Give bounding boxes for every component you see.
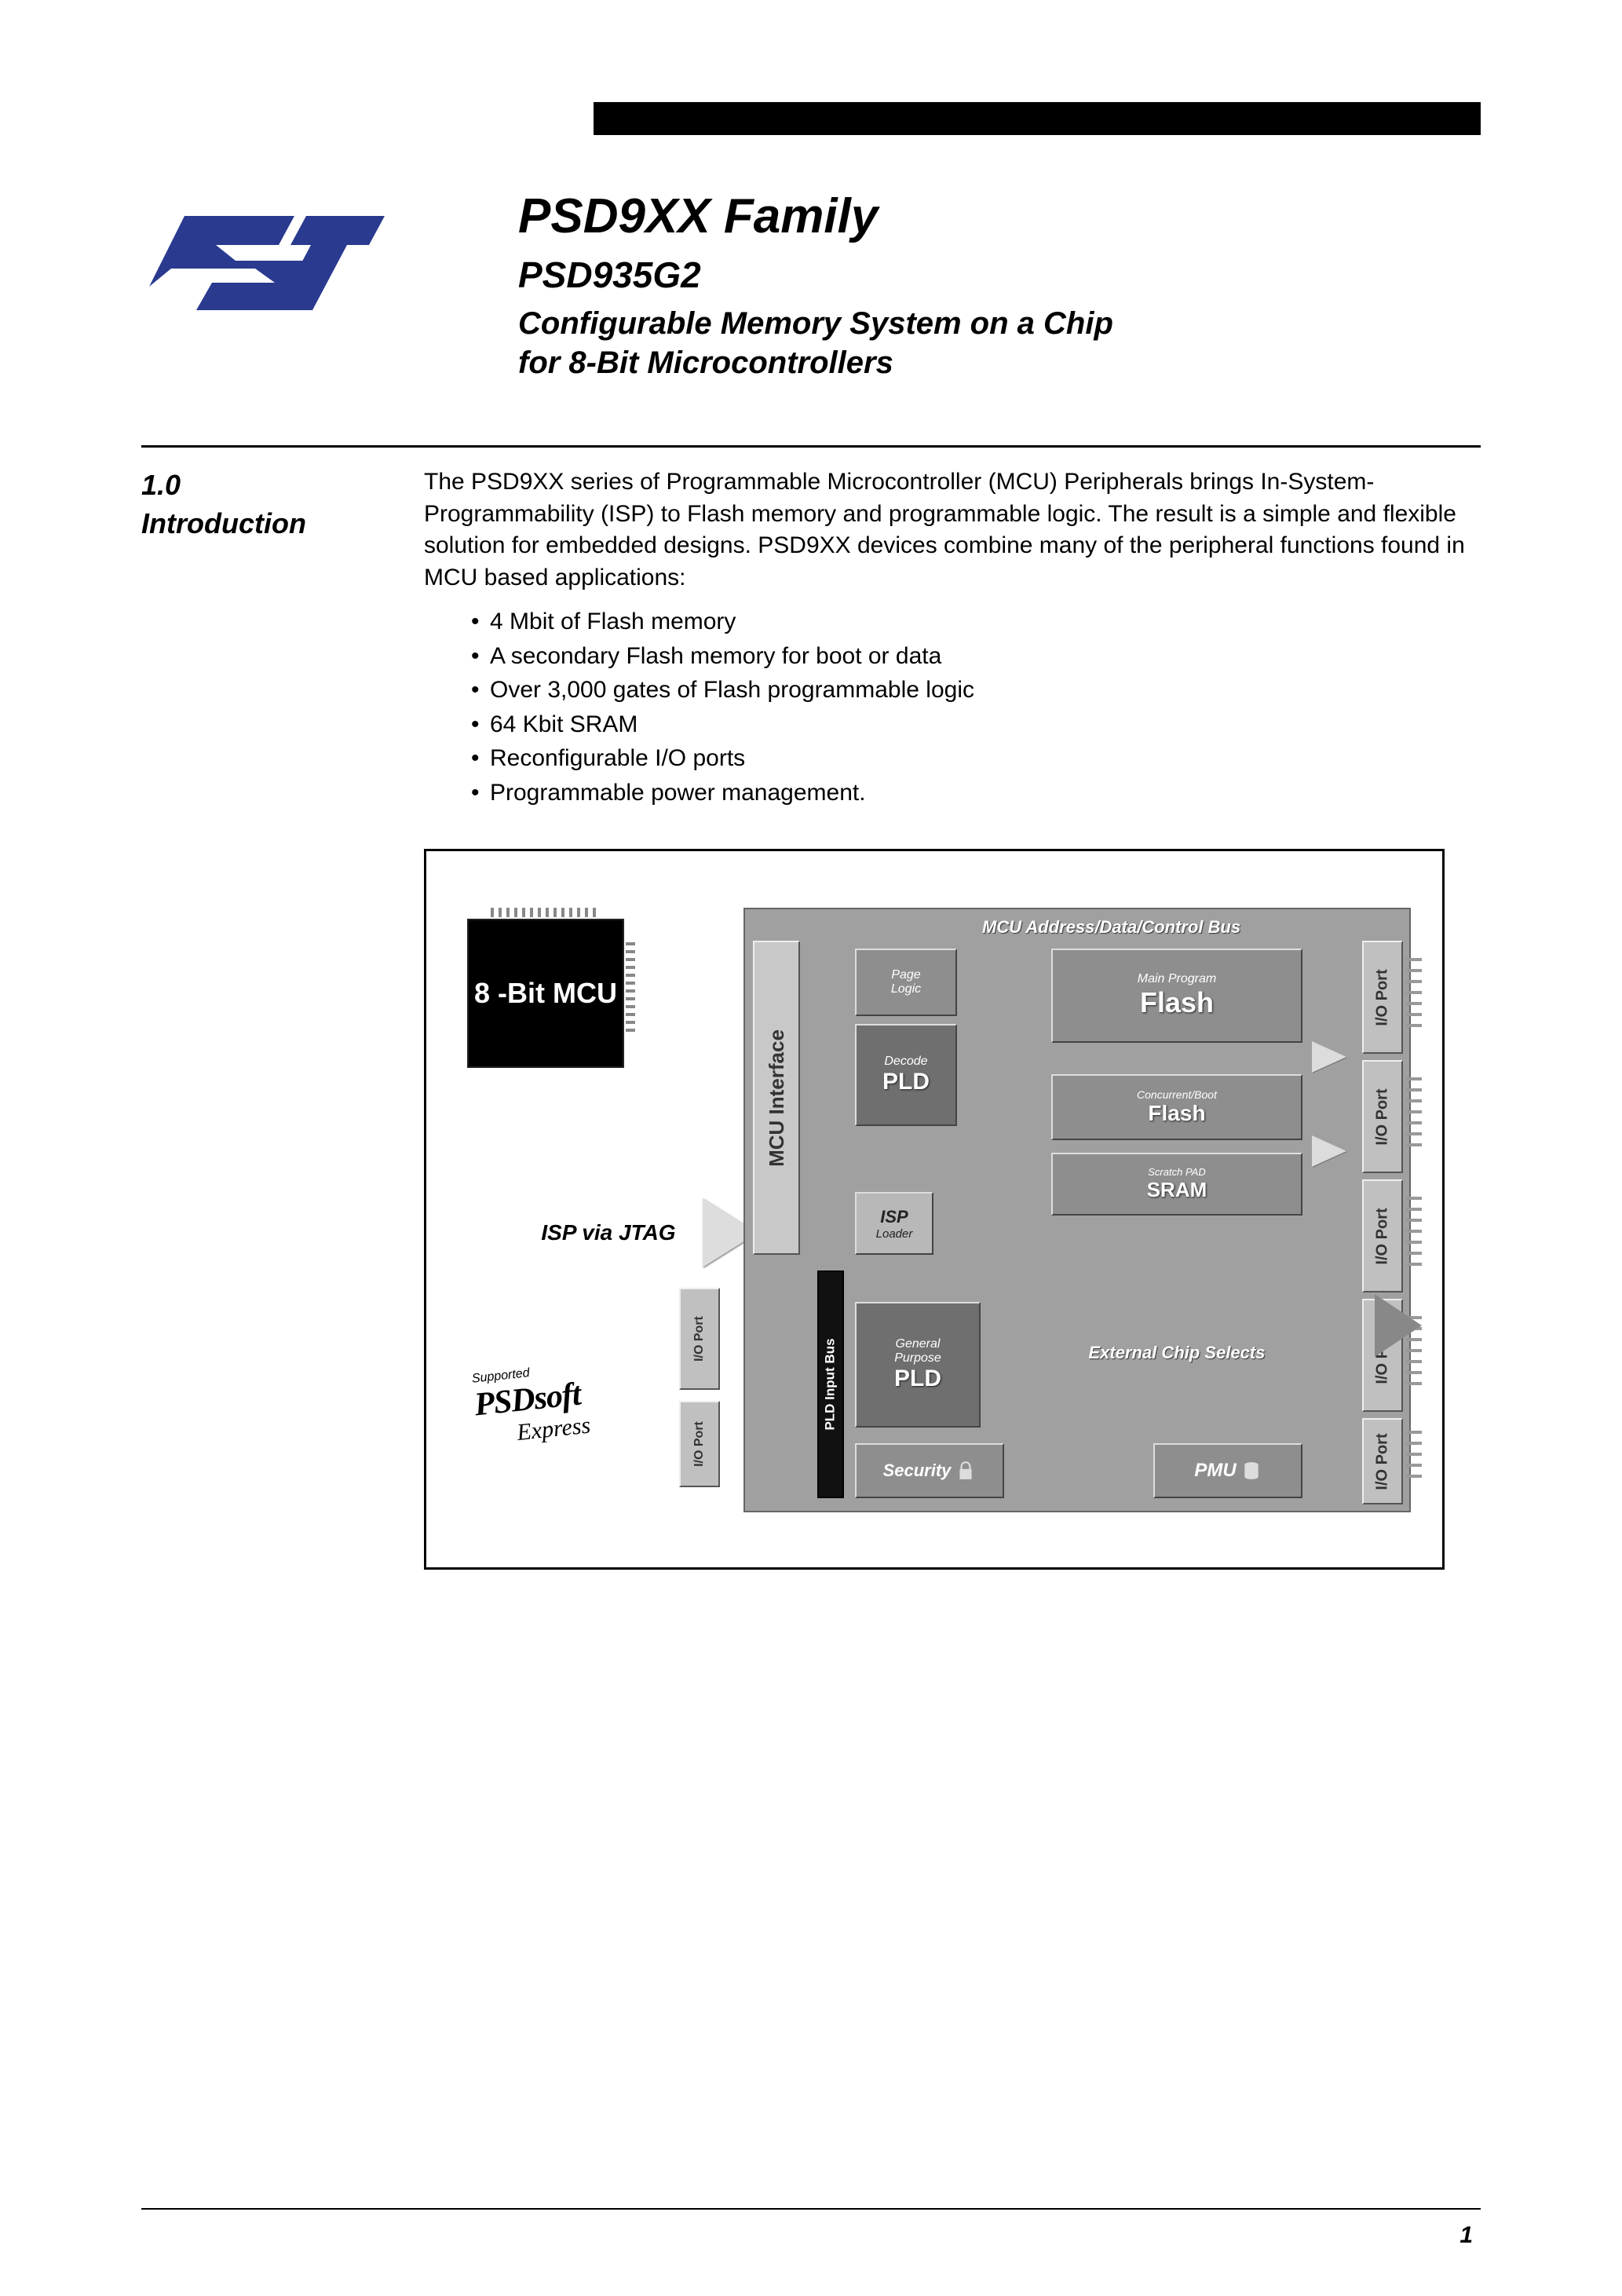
external-mcu-block: 8 -Bit MCU [467,919,624,1068]
security-block: Security [855,1443,1004,1498]
mcu-pins-top [491,908,596,917]
mcu-label: 8 -Bit MCU [474,978,617,1009]
subtitle-line2: for 8-Bit Microcontrollers [518,343,1481,382]
part-number-title: PSD935G2 [518,254,1481,296]
section-body: The PSD9XX series of Programmable Microc… [424,466,1481,810]
isp-loader-block: ISP Loader [855,1192,933,1255]
general-purpose-pld-block: General Purpose PLD [855,1302,981,1428]
header-row: PSD9XX Family PSD935G2 Configurable Memo… [141,157,1481,382]
page-logic-block: Page Logic [855,949,957,1016]
block-diagram: 8 -Bit MCU ISP via JTAG I/O Port I/O Por… [444,887,1425,1531]
bus-title: MCU Address/Data/Control Bus [982,917,1240,938]
datasheet-page: PSD9XX Family PSD935G2 Configurable Memo… [0,0,1622,2296]
pld-input-bus-block: PLD Input Bus [817,1270,844,1498]
database-icon [1241,1461,1262,1481]
io-port-right-3: I/O Port [1362,1179,1403,1292]
isp-via-jtag-label: ISP via JTAG [506,1209,711,1256]
arrow-icon [1312,1135,1346,1167]
feature-bullet-item: Programmable power management. [471,776,1481,810]
subtitle-line1: Configurable Memory System on a Chip [518,304,1481,343]
intro-paragraph: The PSD9XX series of Programmable Microc… [424,466,1481,594]
st-logo [141,196,393,314]
section-row: 1.0 Introduction The PSD9XX series of Pr… [141,466,1481,810]
main-flash-block: Main Program Flash [1051,949,1302,1043]
boot-flash-block: Concurrent/Boot Flash [1051,1074,1302,1140]
section-divider [141,445,1481,448]
sram-block: Scratch PAD SRAM [1051,1153,1302,1216]
feature-bullet-item: Reconfigurable I/O ports [471,741,1481,776]
feature-bullet-item: 64 Kbit SRAM [471,707,1481,742]
io-port-right-2: I/O Port [1362,1060,1403,1173]
section-number: 1.0 [141,466,393,505]
section-title: Introduction [141,505,393,543]
footer-rule [141,2208,1481,2210]
feature-bullet-item: Over 3,000 gates of Flash programmable l… [471,673,1481,707]
io-port-left-1: I/O Port [679,1288,720,1390]
psdsoft-logo: Supported PSDsoft Express [471,1361,592,1450]
title-column: PSD9XX Family PSD935G2 Configurable Memo… [518,157,1481,382]
section-heading: 1.0 Introduction [141,466,393,810]
family-title: PSD9XX Family [518,188,1481,244]
ext-chip-select-arrow-icon [1375,1294,1422,1357]
header-black-bar [594,102,1481,135]
mcu-interface-block: MCU Interface [753,941,800,1255]
logo-column [141,157,471,382]
feature-bullets: 4 Mbit of Flash memoryA secondary Flash … [424,605,1481,810]
lock-icon [955,1461,976,1481]
io-port-right-5: I/O Port [1362,1418,1403,1504]
mcu-pins-right [626,942,635,1032]
pmu-block: PMU [1153,1443,1302,1498]
page-number: 1 [1459,2222,1473,2249]
io-port-left-2: I/O Port [679,1401,720,1487]
external-chip-selects-label: External Chip Selects [1051,1333,1302,1373]
psd-chip-outline: MCU Address/Data/Control Bus MCU Interfa… [743,908,1411,1512]
feature-bullet-item: A secondary Flash memory for boot or dat… [471,639,1481,674]
block-diagram-frame: 8 -Bit MCU ISP via JTAG I/O Port I/O Por… [424,849,1445,1570]
feature-bullet-item: 4 Mbit of Flash memory [471,605,1481,639]
arrow-icon [1312,1041,1346,1073]
io-port-right-1: I/O Port [1362,941,1403,1054]
decode-pld-block: Decode PLD [855,1024,957,1126]
